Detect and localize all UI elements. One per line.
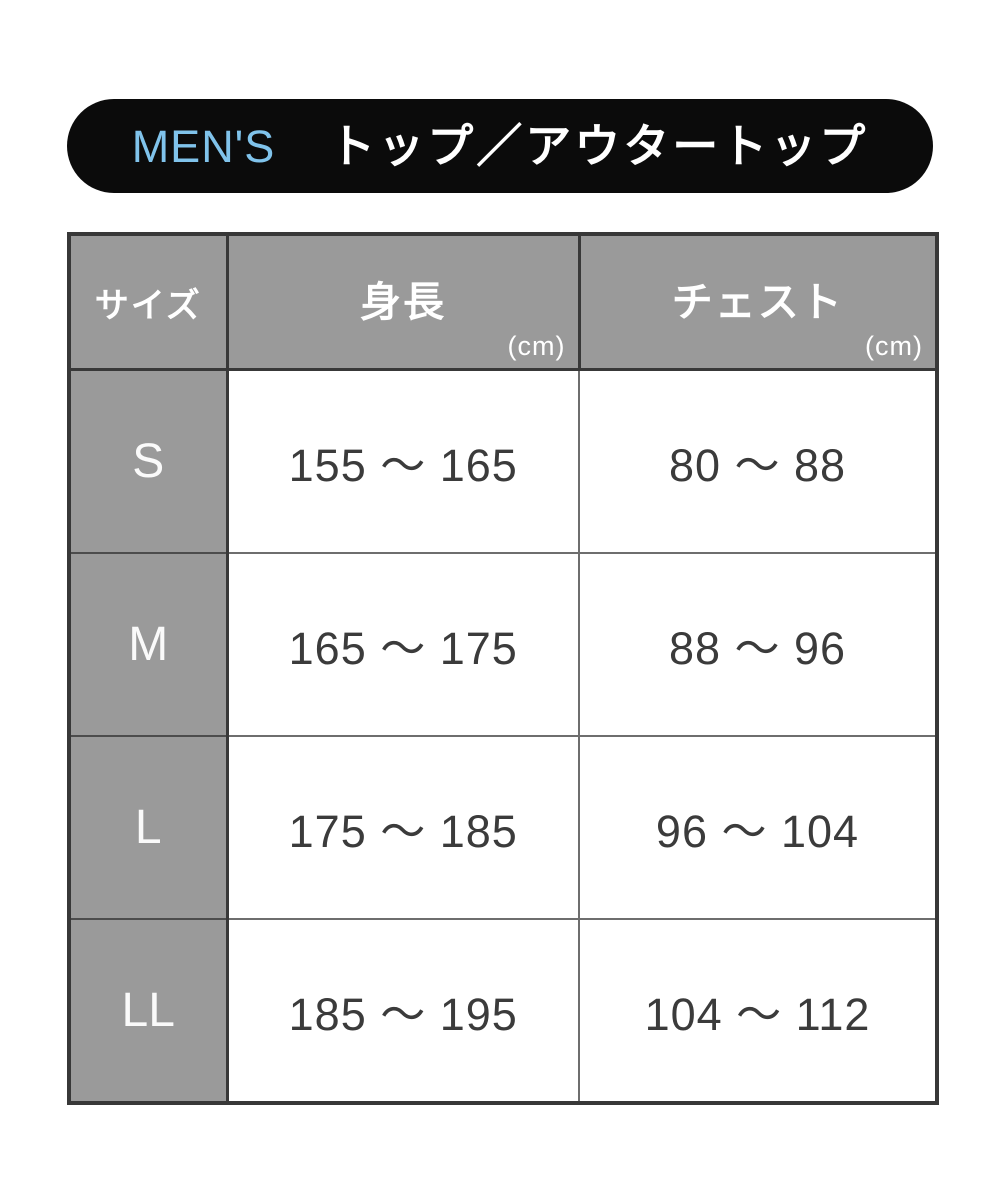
chest-cell-ll: 104 〜 112	[578, 918, 938, 1104]
chest-cell-s: 80 〜 88	[578, 368, 938, 554]
header-cell-height: 身長 (cm)	[225, 232, 581, 371]
unit-label-chest: (cm)	[865, 331, 923, 361]
header-label-chest: チェスト	[671, 279, 844, 325]
banner-title: トップ／アウタートップ	[329, 120, 869, 172]
banner-category-label: MEN'S	[131, 120, 276, 172]
height-cell-m: 165 〜 175	[226, 552, 580, 737]
header-cell-size: サイズ	[67, 232, 229, 371]
size-cell-ll: LL	[67, 918, 229, 1104]
header-row: サイズ 身長 (cm) チェスト (cm)	[67, 232, 939, 371]
header-label-size: サイズ	[94, 286, 202, 325]
table-row: L 175 〜 185 96 〜 104	[67, 735, 938, 920]
height-cell-s: 155 〜 165	[226, 368, 580, 554]
size-cell-m: M	[67, 552, 229, 737]
height-cell-ll: 185 〜 195	[226, 918, 580, 1104]
header-label-height: 身長	[360, 279, 446, 325]
table-row: M 165 〜 175 88 〜 96	[67, 552, 938, 737]
size-chart-table: サイズ 身長 (cm) チェスト (cm) S 155 〜 165 80 〜 8…	[67, 232, 939, 1105]
table-row: S 155 〜 165 80 〜 88	[67, 368, 938, 554]
chest-cell-m: 88 〜 96	[578, 552, 938, 737]
unit-label-height: (cm)	[507, 331, 566, 361]
banner: MEN'S トップ／アウタートップ	[67, 99, 933, 193]
table-row: LL 185 〜 195 104 〜 112	[67, 918, 938, 1104]
header-cell-chest: チェスト (cm)	[577, 232, 939, 371]
size-cell-s: S	[67, 368, 229, 554]
chest-cell-l: 96 〜 104	[578, 735, 938, 920]
size-cell-l: L	[67, 735, 229, 920]
height-cell-l: 175 〜 185	[226, 735, 580, 920]
